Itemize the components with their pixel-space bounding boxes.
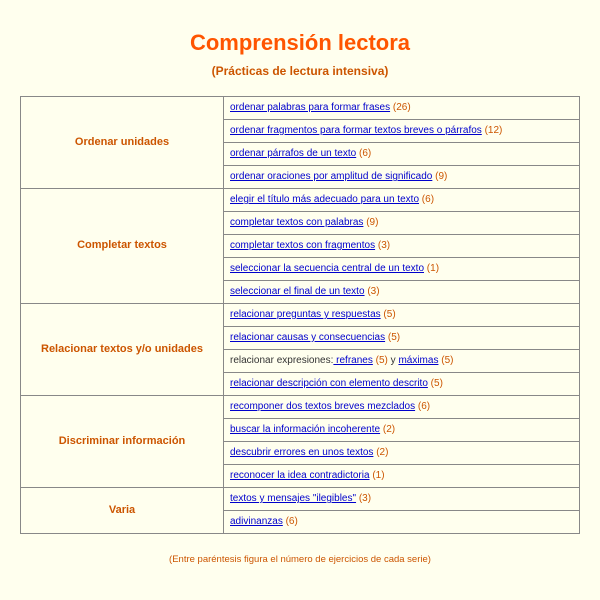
- exercise-link[interactable]: refranes: [333, 355, 372, 366]
- exercise-link[interactable]: ordenar oraciones por amplitud de signif…: [230, 171, 432, 182]
- exercise-count: (6): [422, 194, 434, 205]
- exercise-count: (26): [393, 102, 411, 113]
- exercise-count: (9): [366, 217, 378, 228]
- exercise-count: (5): [441, 355, 453, 366]
- exercise-count: (6): [359, 148, 371, 159]
- exercise-cell: ordenar palabras para formar frases (26): [224, 97, 580, 120]
- exercise-cell: relacionar preguntas y respuestas (5): [224, 304, 580, 327]
- exercise-cell: textos y mensajes "ilegibles" (3): [224, 488, 580, 511]
- exercise-cell: relacionar expresiones: refranes (5) y m…: [224, 350, 580, 373]
- category-label: Discriminar información: [21, 396, 224, 488]
- exercise-link[interactable]: ordenar palabras para formar frases: [230, 102, 390, 113]
- exercise-count: (6): [286, 516, 298, 527]
- exercise-count: (1): [427, 263, 439, 274]
- footnote: (Entre paréntesis figura el número de ej…: [10, 554, 590, 565]
- exercise-cell: buscar la información incoherente (2): [224, 419, 580, 442]
- exercise-cell: descubrir errores en unos textos (2): [224, 442, 580, 465]
- exercises-table: Ordenar unidadesordenar palabras para fo…: [20, 96, 580, 534]
- exercise-count: (9): [435, 171, 447, 182]
- exercise-link[interactable]: reconocer la idea contradictoria: [230, 470, 370, 481]
- exercise-count: (12): [485, 125, 503, 136]
- exercise-link[interactable]: buscar la información incoherente: [230, 424, 380, 435]
- exercise-cell: recomponer dos textos breves mezclados (…: [224, 396, 580, 419]
- exercise-cell: reconocer la idea contradictoria (1): [224, 465, 580, 488]
- exercise-count: (5): [431, 378, 443, 389]
- exercise-link[interactable]: textos y mensajes "ilegibles": [230, 493, 356, 504]
- exercise-count: (3): [367, 286, 379, 297]
- exercise-cell: seleccionar el final de un texto (3): [224, 281, 580, 304]
- exercise-link[interactable]: completar textos con fragmentos: [230, 240, 375, 251]
- exercise-cell: elegir el título más adecuado para un te…: [224, 189, 580, 212]
- exercise-count: (1): [372, 470, 384, 481]
- exercise-link[interactable]: seleccionar la secuencia central de un t…: [230, 263, 424, 274]
- page-subtitle: (Prácticas de lectura intensiva): [10, 64, 590, 78]
- exercise-count: (5): [383, 309, 395, 320]
- exercise-link[interactable]: adivinanzas: [230, 516, 283, 527]
- exercise-count: (2): [376, 447, 388, 458]
- exercise-cell: relacionar descripción con elemento desc…: [224, 373, 580, 396]
- exercise-count: (5): [388, 332, 400, 343]
- category-label: Ordenar unidades: [21, 97, 224, 189]
- category-label: Relacionar textos y/o unidades: [21, 304, 224, 396]
- exercise-count: (3): [378, 240, 390, 251]
- category-label: Varia: [21, 488, 224, 534]
- page-title: Comprensión lectora: [10, 30, 590, 56]
- exercise-cell: seleccionar la secuencia central de un t…: [224, 258, 580, 281]
- exercise-link[interactable]: completar textos con palabras: [230, 217, 363, 228]
- exercise-cell: relacionar causas y consecuencias (5): [224, 327, 580, 350]
- exercise-link[interactable]: descubrir errores en unos textos: [230, 447, 373, 458]
- exercise-link[interactable]: relacionar descripción con elemento desc…: [230, 378, 428, 389]
- exercise-cell: adivinanzas (6): [224, 511, 580, 534]
- exercise-link[interactable]: recomponer dos textos breves mezclados: [230, 401, 415, 412]
- exercise-cell: ordenar fragmentos para formar textos br…: [224, 120, 580, 143]
- exercise-text: relacionar expresiones:: [230, 355, 333, 366]
- exercise-count: (2): [383, 424, 395, 435]
- exercise-link[interactable]: relacionar causas y consecuencias: [230, 332, 385, 343]
- exercise-cell: ordenar oraciones por amplitud de signif…: [224, 166, 580, 189]
- exercise-count: (5): [376, 355, 388, 366]
- exercise-link[interactable]: máximas: [398, 355, 438, 366]
- exercise-link[interactable]: relacionar preguntas y respuestas: [230, 309, 381, 320]
- exercise-link[interactable]: ordenar párrafos de un texto: [230, 148, 356, 159]
- exercise-count: (6): [418, 401, 430, 412]
- exercise-cell: completar textos con palabras (9): [224, 212, 580, 235]
- exercise-link[interactable]: ordenar fragmentos para formar textos br…: [230, 125, 482, 136]
- exercise-link[interactable]: elegir el título más adecuado para un te…: [230, 194, 419, 205]
- exercise-cell: ordenar párrafos de un texto (6): [224, 143, 580, 166]
- exercise-link[interactable]: seleccionar el final de un texto: [230, 286, 365, 297]
- exercise-count: (3): [359, 493, 371, 504]
- category-label: Completar textos: [21, 189, 224, 304]
- exercise-cell: completar textos con fragmentos (3): [224, 235, 580, 258]
